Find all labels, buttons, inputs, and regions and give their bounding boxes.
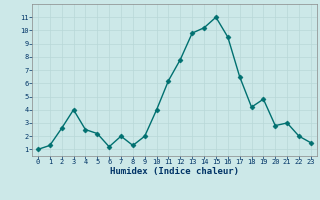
X-axis label: Humidex (Indice chaleur): Humidex (Indice chaleur) [110,167,239,176]
